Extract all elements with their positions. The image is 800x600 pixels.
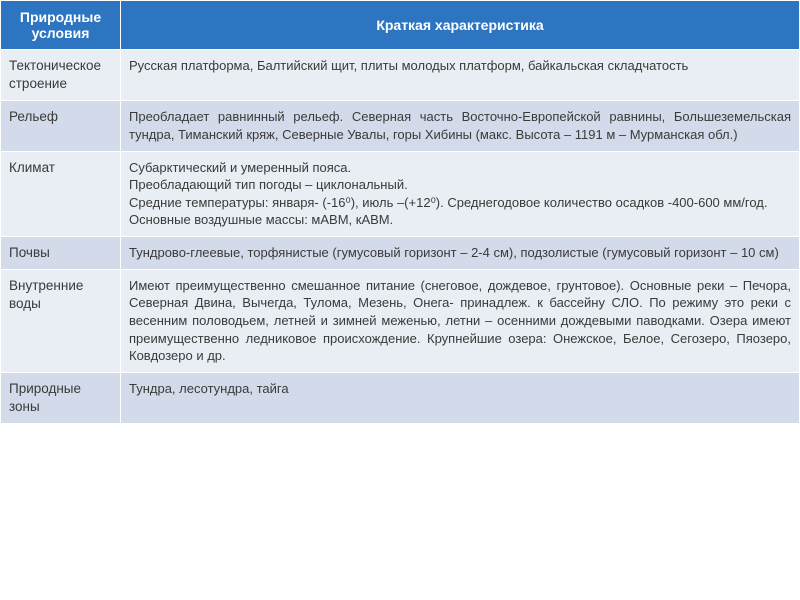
row-text: Субарктический и умеренный пояса.Преобла…: [121, 151, 800, 236]
table-row: Природные зоны Тундра, лесотундра, тайга: [1, 372, 800, 423]
row-label: Природные зоны: [1, 372, 121, 423]
table-header-row: Природные условия Краткая характеристика: [1, 1, 800, 50]
row-text: Имеют преимущественно смешанное питание …: [121, 269, 800, 372]
header-col-description: Краткая характеристика: [121, 1, 800, 50]
row-label: Почвы: [1, 236, 121, 269]
row-text: Тундра, лесотундра, тайга: [121, 372, 800, 423]
row-text: Русская платформа, Балтийский щит, плиты…: [121, 50, 800, 101]
row-label: Рельеф: [1, 101, 121, 151]
header-col-conditions: Природные условия: [1, 1, 121, 50]
row-label: Внутренние воды: [1, 269, 121, 372]
characteristics-table: Природные условия Краткая характеристика…: [0, 0, 800, 424]
table-row: Тектоническое строение Русская платформа…: [1, 50, 800, 101]
table-row: Почвы Тундрово-глеевые, торфянистые (гум…: [1, 236, 800, 269]
row-text: Преобладает равнинный рельеф. Северная ч…: [121, 101, 800, 151]
row-label: Климат: [1, 151, 121, 236]
row-text: Тундрово-глеевые, торфянистые (гумусовый…: [121, 236, 800, 269]
table-row: Климат Субарктический и умеренный пояса.…: [1, 151, 800, 236]
table-row: Рельеф Преобладает равнинный рельеф. Сев…: [1, 101, 800, 151]
row-label: Тектоническое строение: [1, 50, 121, 101]
table-row: Внутренние воды Имеют преимущественно см…: [1, 269, 800, 372]
